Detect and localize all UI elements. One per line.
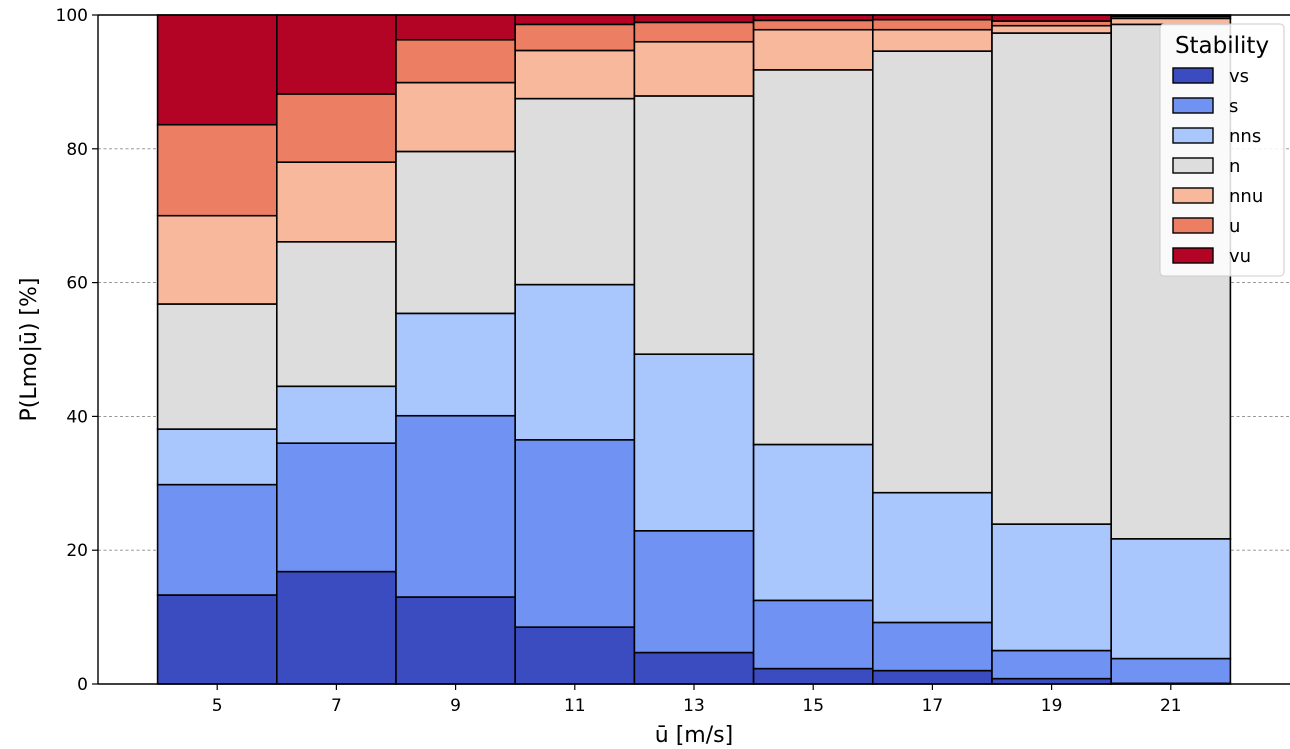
bar-vs-5 — [156, 594, 278, 685]
bar-nns-19 — [991, 523, 1112, 652]
bar-u-7 — [275, 93, 397, 163]
bar-nns-13 — [633, 353, 755, 532]
legend-label-s: s — [1229, 96, 1238, 117]
bar-vu-13 — [633, 14, 755, 24]
x-tick-label-15: 15 — [802, 696, 824, 716]
bar-vs-17 — [871, 669, 993, 685]
bar-nns-9 — [395, 312, 516, 417]
legend-label-u: u — [1229, 216, 1240, 237]
bar-s-9 — [395, 414, 516, 598]
x-tick-label-5: 5 — [212, 696, 223, 716]
legend-label-vu: vu — [1229, 246, 1251, 267]
bar-vs-13 — [633, 651, 755, 685]
bar-nnu-21 — [1110, 17, 1232, 26]
bar-s-19 — [991, 649, 1112, 680]
y-tick-label-0: 0 — [77, 675, 88, 695]
bar-s-15 — [752, 599, 874, 670]
legend-title: Stability — [1175, 33, 1269, 59]
bar-s-11 — [514, 439, 636, 628]
bar-nns-7 — [275, 385, 397, 444]
y-tick-label-20: 20 — [66, 541, 88, 561]
bar-nnu-9 — [395, 81, 516, 153]
bar-nnu-17 — [871, 28, 993, 52]
bar-nnu-5 — [156, 214, 278, 305]
bar-u-13 — [633, 21, 755, 43]
y-tick-label-40: 40 — [66, 407, 88, 427]
ticks: 0 20 40 60 80 100 5 7 9 11 13 15 17 19 21 — [56, 6, 1182, 716]
legend: Stability vs s nns n nnu u vu — [1159, 23, 1285, 277]
bar-nns-5 — [156, 428, 278, 486]
bar-vu-7 — [275, 14, 397, 95]
bar-nns-21 — [1110, 538, 1232, 660]
bar-n-15 — [752, 69, 874, 446]
y-axis-label: P(Lmo|ū) [%] — [17, 278, 42, 422]
x-axis-label: ū [m/s] — [655, 723, 733, 748]
legend-swatch-s — [1172, 97, 1214, 114]
legend-swatch-vs — [1172, 67, 1214, 84]
bar-n-19 — [991, 32, 1112, 525]
bar-vu-5 — [156, 14, 278, 126]
bar-vu-15 — [752, 14, 874, 22]
bar-nnu-11 — [514, 49, 636, 100]
bar-n-13 — [633, 95, 755, 355]
bar-u-5 — [156, 123, 278, 217]
bar-nns-15 — [752, 443, 874, 602]
bar-vs-9 — [395, 596, 516, 685]
bar-u-11 — [514, 23, 636, 52]
bar-nnu-13 — [633, 40, 755, 97]
bar-s-13 — [633, 529, 755, 654]
legend-label-nns: nns — [1229, 126, 1261, 147]
y-tick-label-100: 100 — [56, 6, 88, 26]
y-tick-label-60: 60 — [66, 274, 88, 294]
bar-n-7 — [275, 240, 397, 388]
bar-s-5 — [156, 483, 278, 596]
bar-vs-7 — [275, 570, 397, 685]
y-tick-label-80: 80 — [66, 140, 88, 160]
bar-vu-19 — [991, 14, 1112, 22]
bar-vs-15 — [752, 667, 874, 685]
bar-n-17 — [871, 50, 993, 494]
bar-s-21 — [1110, 657, 1232, 685]
x-tick-label-21: 21 — [1160, 696, 1182, 716]
bar-nnu-7 — [275, 161, 397, 243]
bar-nns-11 — [514, 283, 636, 441]
bars — [156, 14, 1232, 685]
bar-nns-17 — [871, 491, 993, 624]
bar-u-17 — [871, 18, 993, 31]
bar-u-9 — [395, 38, 516, 84]
legend-swatch-u — [1172, 217, 1214, 234]
legend-swatch-nnu — [1172, 187, 1214, 204]
bar-n-11 — [514, 97, 636, 286]
bar-nnu-19 — [991, 24, 1112, 34]
legend-label-nnu: nnu — [1229, 186, 1263, 207]
bar-s-7 — [275, 442, 397, 573]
legend-box — [1159, 23, 1285, 277]
bar-vs-19 — [991, 677, 1112, 685]
bar-n-9 — [395, 150, 516, 315]
legend-label-vs: vs — [1229, 66, 1249, 87]
x-tick-label-13: 13 — [683, 696, 705, 716]
legend-label-n: n — [1229, 156, 1240, 177]
bar-u-15 — [752, 19, 874, 31]
x-tick-label-9: 9 — [450, 696, 461, 716]
bar-vs-11 — [514, 626, 636, 685]
legend-swatch-n — [1172, 157, 1214, 174]
bar-nnu-15 — [752, 28, 874, 71]
legend-swatch-vu — [1172, 247, 1214, 264]
legend-swatch-nns — [1172, 127, 1214, 144]
x-tick-label-17: 17 — [922, 696, 944, 716]
bar-n-5 — [156, 303, 278, 430]
x-tick-label-7: 7 — [331, 696, 342, 716]
bar-vu-11 — [514, 14, 636, 26]
bar-vu-9 — [395, 14, 516, 41]
bar-s-17 — [871, 621, 993, 672]
bar-vu-17 — [871, 14, 993, 21]
x-tick-label-19: 19 — [1041, 696, 1063, 716]
x-tick-label-11: 11 — [564, 696, 586, 716]
